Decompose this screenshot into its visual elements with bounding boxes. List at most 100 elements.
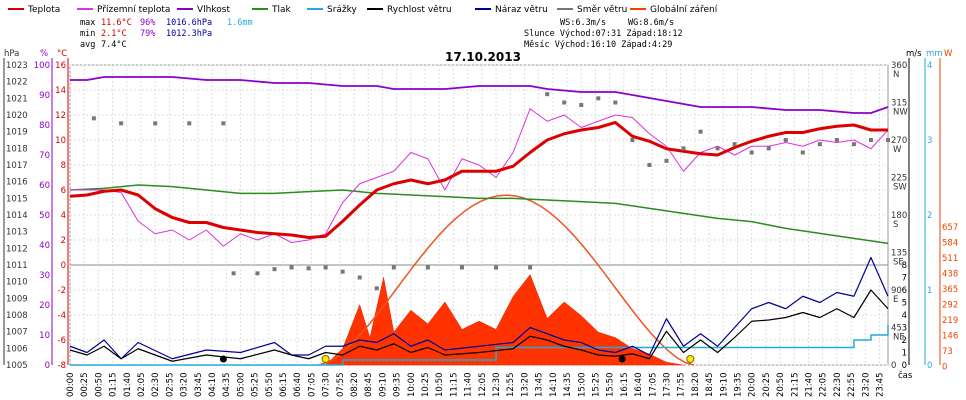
radiation-tick-label: 511 <box>942 254 958 264</box>
pressure-tick-label: 1012 <box>6 244 28 254</box>
temperature-tick-label: 12 <box>55 111 66 121</box>
time-tick-label: 06:40 <box>293 373 303 398</box>
wind-direction-point <box>613 100 618 105</box>
pressure-tick-label: 1014 <box>6 211 28 221</box>
plot-area: hPa% °C1023102210211020101910181017101610… <box>3 49 958 398</box>
series-wind-speed <box>69 289 889 362</box>
series-global-radiation <box>325 274 684 366</box>
legend-label: Teplota <box>27 5 60 15</box>
pressure-tick-label: 1019 <box>6 128 28 138</box>
time-tick-label: 04:35 <box>222 373 232 398</box>
stats-block: max 11.6°C 96% 1016.6hPa 1.6mm min 2.1°C 79% 101… <box>80 18 683 50</box>
rain-tick-label: 3 <box>927 136 932 146</box>
time-tick-label: 11:15 <box>449 373 459 398</box>
direction-tick-label: 90 <box>891 286 902 296</box>
radiation-tick-label: 73 <box>942 347 953 357</box>
wind-tick-label: 5 <box>902 299 907 309</box>
series-pressure <box>69 184 889 245</box>
temperature-tick-label: -2 <box>58 286 66 296</box>
time-tick-label: 04:10 <box>208 373 218 398</box>
pressure-tick-label: 1007 <box>6 328 28 338</box>
wind-direction-point <box>255 271 260 276</box>
time-tick-label: 00:00 <box>66 373 76 398</box>
time-tick-label: 02:55 <box>165 373 175 398</box>
time-tick-label: 14:10 <box>549 373 559 398</box>
stat-label: avg <box>80 40 95 50</box>
wind-direction-point <box>231 271 236 276</box>
stat-value: 79% <box>140 29 155 39</box>
time-tick-label: 10:00 <box>407 373 417 398</box>
pressure-tick-label: 1022 <box>6 78 28 88</box>
temperature-tick-label: 8 <box>61 161 66 171</box>
wind-direction-point <box>289 265 294 270</box>
humidity-tick-label: 70 <box>39 151 50 161</box>
wind-direction-point <box>886 138 890 142</box>
rain-tick-label: 0 <box>927 361 932 371</box>
time-tick-label: 22:05 <box>819 373 829 398</box>
time-tick-label: 07:05 <box>307 373 317 398</box>
time-tick-label: 12:30 <box>492 373 502 397</box>
time-tick-label: 21:15 <box>790 373 800 398</box>
wind-direction-point <box>357 275 362 280</box>
time-tick-label: 15:25 <box>591 373 601 398</box>
wind-direction-point <box>681 146 686 151</box>
direction-tick-label: 0 <box>891 361 896 371</box>
stat-value: 11.6°C <box>101 18 132 28</box>
wind-direction-point <box>664 158 669 163</box>
time-tick-label: 22:30 <box>833 373 843 398</box>
wind-tick-label: 0 <box>902 361 907 371</box>
wind-direction-point <box>374 286 379 291</box>
time-tick-label: 20:25 <box>762 373 772 398</box>
wind-direction-point <box>187 121 192 126</box>
radiation-tick-label: 657 <box>942 223 958 233</box>
direction-tick-label: NE <box>893 333 905 343</box>
legend-label: Náraz větru <box>495 5 548 15</box>
time-tick-label: 05:25 <box>251 373 261 398</box>
time-tick-label: 19:35 <box>733 373 743 398</box>
wind-direction-point <box>323 265 328 270</box>
wind-gust-stat: WG:8.6m/s <box>628 18 674 28</box>
pressure-tick-label: 1009 <box>6 294 28 304</box>
wind-direction-point <box>834 138 839 142</box>
wind-direction-point <box>91 116 96 121</box>
radiation-tick-label: 584 <box>942 239 958 249</box>
time-tick-label: 03:20 <box>180 373 190 398</box>
temperature-tick-label: 4 <box>61 211 66 221</box>
rain-tick-label: 4 <box>927 61 932 71</box>
time-tick-label: 19:10 <box>719 373 729 398</box>
temperature-tick-label: 6 <box>61 186 66 196</box>
wind-tick-label: 7 <box>902 274 907 284</box>
sun-event-marker <box>686 355 695 363</box>
temperature-unit: °C <box>57 49 67 59</box>
wind-direction-point <box>732 142 737 147</box>
legend-label: Přízemní teplota <box>97 5 170 15</box>
pressure-tick-label: 1018 <box>6 144 28 154</box>
time-tick-label: 18:20 <box>691 373 701 398</box>
time-tick-label: 15:00 <box>577 373 587 398</box>
wind-direction-point <box>868 138 873 142</box>
direction-tick-label: N <box>893 70 899 80</box>
x-axis-label: čas <box>898 370 913 381</box>
humidity-tick-label: 50 <box>39 211 50 221</box>
pressure-tick-label: 1021 <box>6 94 28 104</box>
wind-direction-point <box>272 267 277 272</box>
stat-value: 1.6mm <box>227 18 253 28</box>
pressure-unit: hPa <box>4 49 19 59</box>
pressure-tick-label: 1017 <box>6 161 28 171</box>
temperature-tick-label: 16 <box>55 61 66 71</box>
wind-speed-stat: WS:6.3m/s <box>560 18 606 28</box>
time-tick-label: 16:15 <box>620 373 630 398</box>
wind-direction-point <box>494 265 499 270</box>
stat-value: 96% <box>140 18 155 28</box>
radiation-tick-label: 219 <box>942 316 958 326</box>
moon-event-marker <box>219 355 227 363</box>
time-tick-label: 10:25 <box>421 373 431 398</box>
wind-direction-point <box>749 150 754 155</box>
radiation-tick-label: 292 <box>942 301 958 311</box>
moon-event-marker <box>618 355 626 363</box>
series-rain <box>70 325 889 366</box>
humidity-tick-label: 100 <box>34 61 50 71</box>
stat-value: 1012.3hPa <box>166 29 212 39</box>
rain-tick-label: 2 <box>927 211 932 221</box>
